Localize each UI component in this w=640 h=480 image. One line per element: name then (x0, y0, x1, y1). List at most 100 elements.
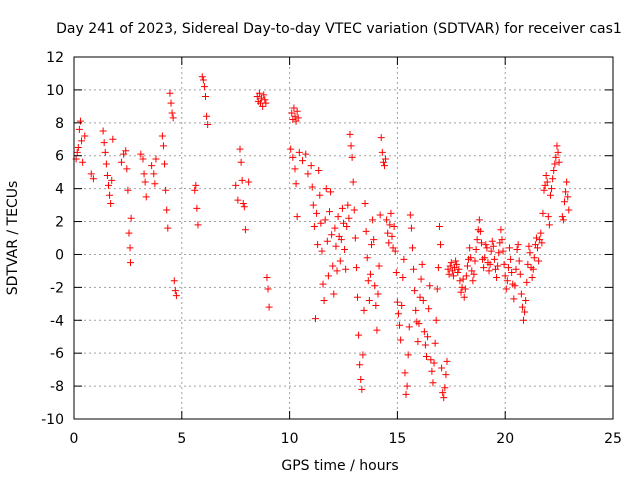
data-point (522, 297, 530, 305)
data-point (382, 155, 390, 163)
data-point (487, 247, 495, 255)
data-point (141, 178, 149, 186)
data-point (319, 280, 327, 288)
data-point (553, 142, 561, 150)
data-point (520, 316, 528, 324)
data-point (385, 239, 393, 247)
data-point (107, 199, 115, 207)
chart-title: Day 241 of 2023, Sidereal Day-to-day VTE… (56, 21, 622, 37)
data-point (362, 227, 370, 235)
data-point (535, 257, 543, 265)
data-point (356, 361, 364, 369)
data-point (322, 185, 330, 193)
data-point (407, 224, 415, 232)
data-point (477, 239, 485, 247)
data-point (391, 247, 399, 255)
data-point (263, 273, 271, 281)
data-point (463, 262, 471, 270)
data-point (375, 262, 383, 270)
data-point (562, 188, 570, 196)
data-point (565, 206, 573, 214)
data-point (503, 277, 511, 285)
y-tick-label: 4 (55, 182, 64, 198)
data-point (493, 273, 501, 281)
data-point (512, 265, 520, 273)
data-point (498, 236, 506, 244)
data-point (410, 265, 418, 273)
grid-lines (74, 57, 613, 419)
data-point (89, 175, 97, 183)
data-point (548, 185, 556, 193)
data-point (336, 257, 344, 265)
data-point (168, 109, 176, 117)
data-point (428, 367, 436, 375)
data-point (310, 222, 318, 230)
data-point (294, 114, 302, 122)
data-point (551, 160, 559, 168)
data-point (150, 170, 158, 178)
data-point (74, 144, 82, 151)
data-point (423, 352, 431, 360)
data-point (408, 244, 416, 252)
data-point (400, 255, 408, 263)
x-tick-label: 0 (70, 431, 79, 447)
data-point (169, 114, 177, 122)
data-point (343, 222, 351, 230)
data-point (439, 389, 447, 397)
data-point (366, 270, 374, 278)
data-point (404, 351, 412, 359)
data-point (330, 290, 338, 298)
data-point (148, 162, 156, 170)
data-point (108, 176, 116, 184)
data-point (426, 282, 434, 290)
data-point (378, 148, 386, 156)
data-point (287, 145, 295, 153)
y-tick-label: 8 (55, 116, 64, 132)
data-point (554, 148, 562, 156)
data-point (337, 236, 345, 244)
data-point (544, 213, 552, 221)
data-point (513, 246, 521, 254)
data-point (469, 277, 477, 285)
data-point (255, 89, 263, 97)
data-point (238, 176, 246, 184)
data-point (489, 242, 497, 250)
data-point (429, 379, 437, 387)
data-point (405, 323, 413, 331)
data-point (455, 265, 463, 273)
data-point (355, 331, 363, 339)
data-point (245, 178, 253, 186)
data-point (545, 221, 553, 229)
data-point (397, 336, 405, 344)
data-point (499, 247, 507, 255)
data-point (495, 249, 503, 257)
x-tick-label: 25 (604, 431, 622, 447)
data-point (139, 155, 147, 163)
y-tick-label: 0 (55, 247, 64, 263)
data-point (334, 213, 342, 221)
data-point (440, 394, 448, 402)
x-tick-labels: 0 5 10 15 20 25 (70, 431, 622, 447)
data-point (347, 142, 355, 150)
ticks (73, 56, 614, 420)
data-point (564, 193, 572, 201)
data-point (543, 178, 551, 186)
data-point (348, 153, 356, 161)
data-point (458, 283, 466, 291)
data-point (122, 147, 130, 155)
data-point (164, 224, 172, 232)
data-point (127, 214, 135, 222)
data-point (360, 306, 368, 314)
data-point (161, 160, 169, 168)
x-tick-label: 10 (281, 431, 299, 447)
data-point (170, 277, 178, 285)
data-point (538, 239, 546, 247)
data-point (106, 191, 114, 199)
data-point (467, 254, 475, 262)
data-point (412, 306, 420, 314)
data-point (159, 142, 167, 150)
data-point (501, 272, 509, 280)
data-point (563, 178, 571, 186)
data-point (376, 211, 384, 219)
data-point (299, 157, 307, 165)
